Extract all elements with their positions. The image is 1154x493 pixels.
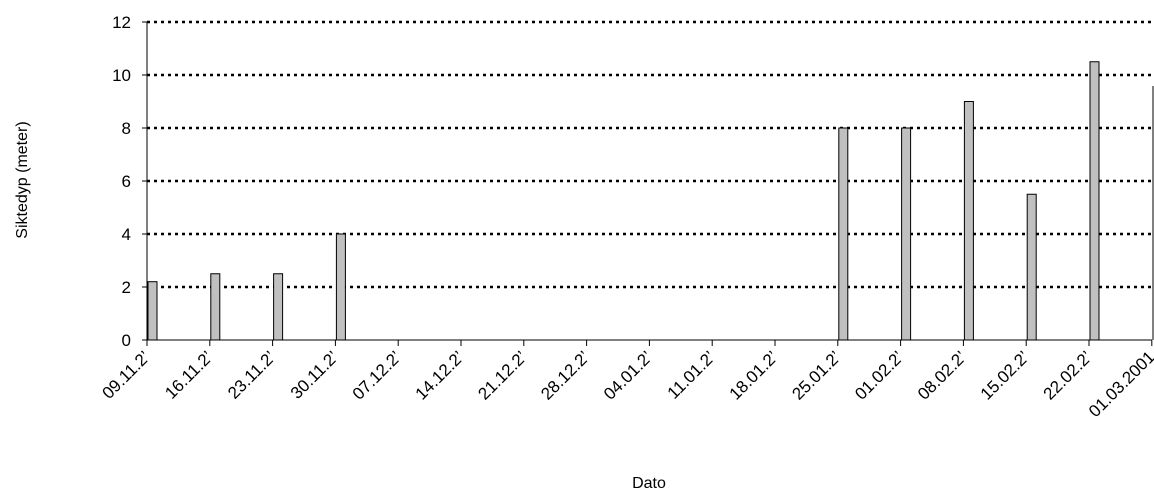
x-tick-label: 01.03.2001 [1085, 347, 1154, 421]
x-tick-label: 04.01.2’ [600, 347, 656, 403]
x-tick-label: 28.12.2’ [537, 347, 593, 403]
x-axis-title: Dato [632, 475, 666, 492]
bar [838, 127, 849, 341]
x-tick-label: 22.02.2’ [1040, 347, 1096, 403]
y-tick-labels: 0 2 4 6 8 10 12 [112, 13, 131, 350]
x-tick-label: 07.12.2’ [349, 347, 405, 403]
bar [963, 101, 974, 341]
bar [210, 273, 221, 341]
x-tick-label: 14.12.2’ [412, 347, 468, 403]
bar [335, 233, 346, 341]
bar [1089, 61, 1100, 341]
y-tick-label: 12 [112, 13, 131, 32]
x-tick-label: 21.12.2’ [474, 347, 530, 403]
x-tick-labels: 09.11.2’ 16.11.2’ 23.11.2’ 30.11.2’ 07.12.2’… [99, 347, 1154, 421]
y-tick-label: 2 [122, 278, 131, 297]
x-tick-label: 09.11.2’ [99, 347, 154, 402]
bars [147, 61, 1100, 341]
bar [1026, 193, 1037, 341]
x-tick-label: 16.11.2’ [161, 347, 216, 402]
x-tick-label: 01.02.2’ [851, 347, 907, 403]
bar [147, 281, 158, 341]
x-tick-label: 18.01.2’ [726, 347, 782, 403]
bar [901, 127, 912, 341]
x-tick-label: 11.01.2’ [664, 347, 719, 402]
y-tick-label: 0 [122, 331, 131, 350]
y-tick-label: 6 [122, 172, 131, 191]
x-tick-label: 08.02.2’ [914, 347, 970, 403]
x-tick-label: 15.02.2’ [977, 347, 1033, 403]
y-axis-title: Siktedyp (meter) [14, 121, 31, 238]
gridlines [147, 20, 1152, 289]
x-tick-label: 30.11.2’ [287, 347, 342, 402]
x-tick-label: 25.01.2’ [788, 347, 844, 403]
y-tick-label: 4 [122, 225, 131, 244]
axes [142, 21, 1154, 346]
y-tick-label: 8 [122, 119, 131, 138]
bar [273, 273, 284, 341]
x-tick-label: 23.11.2’ [224, 347, 279, 402]
y-tick-label: 10 [112, 66, 131, 85]
